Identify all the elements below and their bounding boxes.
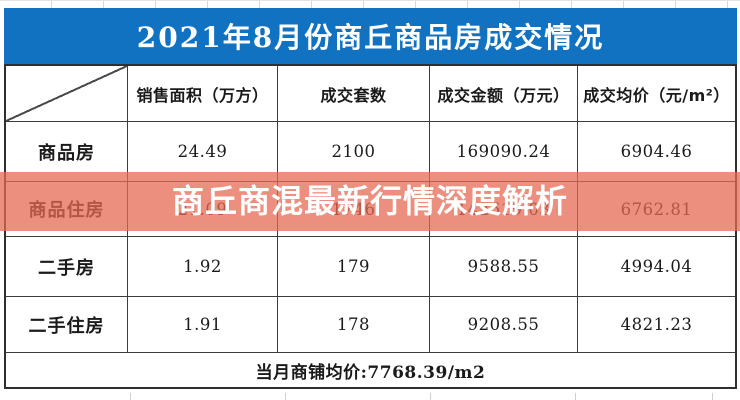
page-title: 2021年8月份商丘商品房成交情况: [136, 21, 605, 54]
row-label: 二手房: [6, 237, 128, 297]
title-bar: 2021年8月份商丘商品房成交情况: [4, 8, 737, 64]
cell-units-sold: 178: [278, 297, 430, 353]
corner-cell-diagonal: [6, 66, 128, 122]
cell-total-amount: 9588.55: [430, 237, 578, 297]
cell-sales-area: 1.92: [128, 237, 278, 297]
news-headline-banner: 商丘商混最新行情深度解析: [0, 172, 740, 231]
gridline: [430, 393, 431, 400]
footer-shop-avg-price: 当月商铺均价:7768.39/m2: [255, 362, 486, 383]
cell-total-amount: 9208.55: [430, 297, 578, 353]
sheet-gridlines-bottom: [0, 393, 740, 400]
header-row: 销售面积（万方） 成交套数 成交金额（万元） 成交均价（元/m²）: [6, 66, 735, 122]
cell-units-sold: 179: [278, 237, 430, 297]
cell-sales-area: 1.91: [128, 297, 278, 353]
table-row-secondhand-residential: 二手住房 1.91 178 9208.55 4821.23: [6, 297, 735, 353]
news-headline-text: 商丘商混最新行情深度解析: [171, 181, 568, 220]
gridline: [130, 393, 131, 400]
header-cell-sales-area: 销售面积（万方）: [128, 66, 278, 122]
cell-avg-price: 4821.23: [578, 297, 735, 353]
footer-row: 当月商铺均价:7768.39/m2: [6, 353, 735, 387]
table-row-secondhand-housing: 二手房 1.92 179 9588.55 4994.04: [6, 237, 735, 297]
row-label: 二手住房: [6, 297, 128, 353]
cell-avg-price: 4994.04: [578, 237, 735, 297]
header-cell-total-amount: 成交金额（万元）: [430, 66, 578, 122]
header-cell-avg-price: 成交均价（元/m²）: [578, 66, 735, 122]
gridline: [285, 393, 286, 400]
header-cell-units-sold: 成交套数: [278, 66, 430, 122]
gridline: [575, 393, 576, 400]
gridline: [712, 393, 713, 400]
